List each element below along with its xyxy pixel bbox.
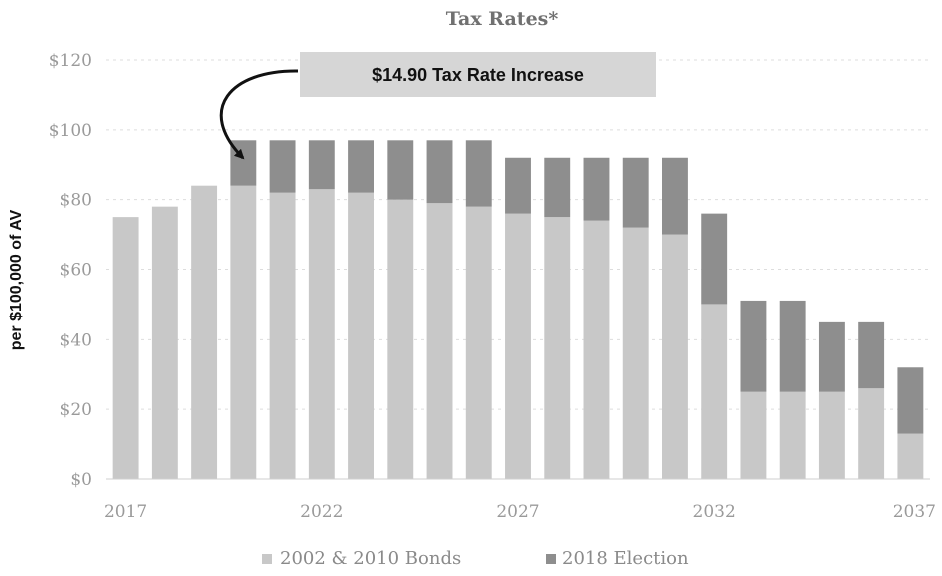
bar-segment-bonds — [426, 203, 453, 480]
bar-segment-election — [897, 367, 924, 434]
bar-segment-election — [858, 321, 885, 389]
bar-segment-election — [818, 321, 845, 392]
bar-segment-election — [465, 140, 492, 207]
legend-label-bonds: 2002 & 2010 Bonds — [280, 548, 461, 569]
bar-segment-bonds — [308, 189, 335, 480]
x-axis-ticks: 2017 2022 2027 2032 2037 — [104, 502, 936, 522]
y-tick-label: $40 — [60, 330, 92, 350]
y-tick-label: $80 — [60, 191, 92, 211]
y-tick-label: $60 — [60, 261, 92, 281]
bar-segment-election — [779, 300, 806, 392]
bar-segment-bonds — [348, 192, 374, 479]
annotation-box — [300, 52, 656, 97]
bar-segment-bonds — [465, 206, 492, 479]
bar-segment-election — [387, 140, 414, 200]
bar-segment-bonds — [112, 217, 139, 479]
annotation-arrow — [219, 69, 299, 160]
bar-segment-bonds — [151, 206, 178, 479]
bar-segment-bonds — [230, 185, 257, 479]
bar-segment-election — [348, 140, 374, 193]
bar-segment-election — [505, 157, 531, 214]
legend-swatch-election — [546, 554, 556, 564]
bar-segment-election — [662, 157, 688, 235]
bar-segment-election — [308, 140, 335, 190]
y-axis-label: per $100,000 of AV — [8, 209, 25, 350]
bar-segment-bonds — [622, 227, 649, 479]
bar-segment-bonds — [858, 388, 885, 479]
legend: 2002 & 2010 Bonds 2018 Election — [262, 548, 689, 569]
chart-title: Tax Rates* — [446, 8, 559, 30]
bars — [112, 140, 924, 480]
bar-segment-bonds — [740, 391, 767, 479]
x-tick-label: 2037 — [893, 502, 936, 522]
x-tick-label: 2022 — [300, 502, 343, 522]
bar-segment-bonds — [897, 433, 924, 479]
y-axis-ticks: $0 $20 $40 $60 $80 $100 $120 — [49, 51, 92, 490]
legend-swatch-bonds — [262, 554, 272, 564]
bar-segment-bonds — [818, 391, 845, 479]
bar-segment-bonds — [269, 192, 296, 479]
x-tick-label: 2027 — [496, 502, 539, 522]
bar-segment-bonds — [505, 213, 531, 479]
y-tick-label: $20 — [60, 400, 92, 420]
x-tick-label: 2032 — [693, 502, 736, 522]
bar-segment-election — [622, 157, 649, 228]
bar-segment-bonds — [583, 220, 610, 479]
y-tick-label: $120 — [49, 51, 92, 71]
y-tick-label: $100 — [49, 121, 92, 141]
bar-segment-bonds — [662, 234, 688, 479]
bar-segment-bonds — [191, 185, 218, 479]
bar-segment-election — [269, 140, 296, 193]
bar-segment-bonds — [387, 199, 414, 479]
bar-segment-election — [426, 140, 453, 204]
bar-segment-bonds — [701, 304, 728, 479]
bar-segment-bonds — [544, 217, 571, 479]
bar-segment-election — [583, 157, 610, 221]
annotation-text: $14.90 Tax Rate Increase — [372, 65, 584, 85]
bar-segment-election — [740, 300, 767, 392]
legend-label-election: 2018 Election — [562, 548, 689, 569]
bar-segment-election — [701, 213, 728, 305]
x-tick-label: 2017 — [104, 502, 147, 522]
y-tick-label: $0 — [70, 470, 92, 490]
bar-segment-bonds — [779, 391, 806, 479]
bar-segment-election — [544, 157, 571, 218]
